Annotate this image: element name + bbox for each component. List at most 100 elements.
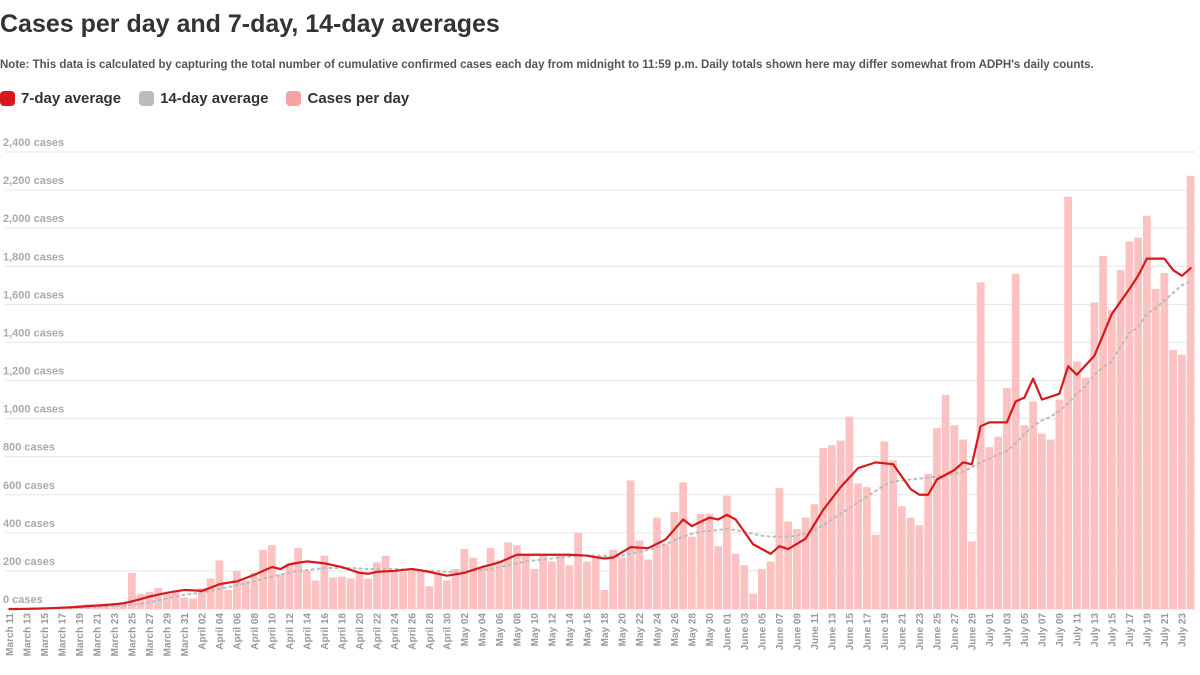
bar	[399, 571, 407, 609]
bar	[1081, 377, 1090, 609]
bar	[994, 436, 1002, 609]
bar	[810, 504, 819, 609]
legend-item: Cases per day	[286, 90, 409, 107]
x-tick-label: April 08	[250, 613, 261, 650]
bar	[574, 532, 582, 609]
x-tick-label: July 15	[1107, 613, 1118, 647]
lines	[8, 257, 1192, 611]
x-tick-label: May 12	[547, 613, 558, 647]
bar	[661, 544, 670, 609]
x-tick-label: April 20	[355, 613, 366, 650]
x-tick-label: July 19	[1142, 613, 1153, 647]
x-tick-label: April 14	[302, 613, 313, 650]
bar	[373, 562, 381, 609]
x-tick-label: May 22	[635, 613, 646, 647]
bar	[793, 529, 801, 609]
bar	[898, 506, 906, 609]
x-tick-label: June 11	[810, 613, 821, 650]
bar	[171, 590, 180, 609]
bar	[495, 560, 504, 609]
x-tick-label: April 04	[215, 613, 226, 650]
bar	[224, 589, 232, 609]
x-tick-label: May 14	[565, 613, 576, 647]
x-tick-label: June 23	[915, 613, 926, 651]
bar	[854, 483, 862, 609]
legend-label: 7-day average	[21, 90, 122, 107]
bar	[1125, 241, 1134, 609]
bar	[460, 549, 469, 609]
bar	[259, 549, 267, 609]
bar	[749, 593, 757, 609]
bar	[766, 561, 775, 609]
x-tick-label: June 09	[792, 613, 803, 651]
bar	[355, 570, 364, 609]
y-tick-label: 1,600 cases	[3, 289, 64, 301]
x-tick-label: May 26	[670, 613, 681, 647]
bar	[696, 513, 705, 609]
bar	[626, 480, 635, 609]
bar	[364, 578, 372, 609]
y-tick-label: 2,400 cases	[3, 137, 64, 149]
bar	[189, 598, 197, 609]
bar	[924, 473, 932, 609]
bar	[635, 540, 644, 609]
x-tick-label: May 20	[617, 613, 628, 647]
bar	[670, 511, 679, 609]
y-tick-label: 800 cases	[3, 442, 55, 454]
bar	[959, 439, 967, 609]
bar	[513, 545, 521, 609]
bar	[828, 445, 836, 609]
chart-note: Note: This data is calculated by capturi…	[0, 59, 1094, 71]
x-tick-label: April 10	[267, 613, 278, 650]
bar	[504, 542, 512, 609]
bar	[486, 548, 495, 609]
bar	[714, 546, 722, 609]
bar	[163, 593, 171, 609]
bar	[145, 591, 154, 609]
x-tick-label: April 02	[197, 613, 208, 650]
bar	[434, 573, 442, 609]
bar	[801, 517, 810, 609]
x-tick-label: June 07	[775, 613, 786, 651]
x-tick-label: April 16	[320, 613, 331, 650]
bar	[154, 588, 162, 609]
x-tick-label: June 21	[897, 613, 908, 651]
x-tick-label: April 06	[232, 613, 243, 650]
bar	[1143, 215, 1151, 609]
bar	[591, 557, 600, 609]
bar	[303, 570, 311, 609]
bar	[1046, 439, 1055, 609]
x-tick-label: April 22	[372, 613, 383, 650]
bar	[1038, 433, 1046, 609]
bar	[285, 563, 294, 609]
bar	[381, 555, 390, 609]
x-tick-label: July 05	[1020, 613, 1031, 647]
chart-title: Cases per day and 7-day, 14-day averages	[0, 10, 500, 38]
x-tick-label: July 03	[1002, 613, 1013, 647]
bar	[819, 448, 827, 609]
bar	[1169, 350, 1177, 609]
x-tick-label: June 05	[757, 613, 768, 651]
bar	[968, 541, 976, 609]
x-tick-label: May 18	[600, 613, 611, 647]
bar	[1029, 401, 1037, 609]
y-tick-label: 0 cases	[3, 594, 43, 606]
x-tick-label: May 04	[477, 613, 488, 647]
bar	[609, 549, 617, 609]
y-tick-label: 2,000 cases	[3, 213, 64, 225]
bar	[276, 574, 285, 609]
x-tick-label: July 13	[1090, 613, 1101, 647]
bar	[469, 557, 477, 609]
x-tick-label: July 11	[1072, 613, 1083, 647]
x-tick-label: May 16	[582, 613, 593, 647]
bar	[390, 569, 399, 609]
y-tick-label: 600 cases	[3, 480, 55, 492]
legend-swatch	[0, 91, 15, 106]
bar	[110, 603, 119, 609]
x-tick-label: April 18	[337, 613, 348, 650]
x-tick-label: March 15	[40, 613, 51, 657]
y-tick-label: 1,400 cases	[3, 327, 64, 339]
bar	[320, 555, 329, 609]
